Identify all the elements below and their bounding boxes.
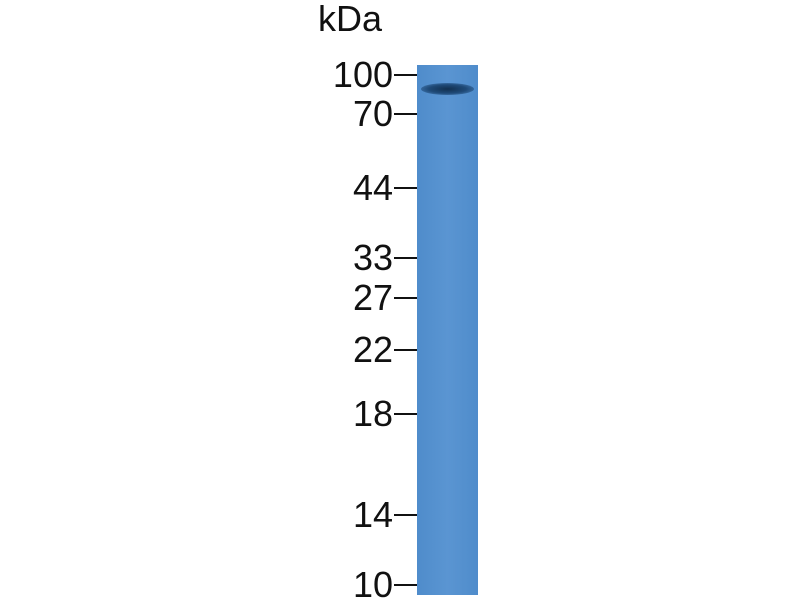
marker-tick	[394, 349, 417, 351]
blot-lane	[417, 65, 478, 595]
marker-label: 10	[352, 564, 393, 605]
marker-tick	[394, 187, 417, 189]
marker-label: 33	[352, 237, 393, 278]
marker-tick	[394, 74, 417, 76]
marker-18: 18	[280, 394, 417, 434]
marker-label: 100	[332, 54, 393, 95]
marker-label: 44	[352, 167, 393, 208]
marker-70: 70	[280, 94, 417, 134]
marker-label: 18	[352, 393, 393, 434]
marker-22: 22	[280, 330, 417, 370]
marker-14: 14	[280, 495, 417, 535]
marker-100: 100	[280, 55, 417, 95]
unit-label: kDa	[318, 0, 383, 39]
marker-label: 27	[352, 277, 393, 318]
marker-tick	[394, 257, 417, 259]
marker-label: 70	[352, 93, 393, 134]
marker-27: 27	[280, 278, 417, 318]
marker-tick	[394, 413, 417, 415]
marker-tick	[394, 514, 417, 516]
marker-10: 10	[280, 565, 417, 605]
marker-tick	[394, 584, 417, 586]
marker-44: 44	[280, 168, 417, 208]
marker-tick	[394, 113, 417, 115]
marker-tick	[394, 297, 417, 299]
protein-band	[421, 82, 474, 95]
marker-33: 33	[280, 238, 417, 278]
marker-label: 22	[352, 329, 393, 370]
marker-label: 14	[352, 494, 393, 535]
